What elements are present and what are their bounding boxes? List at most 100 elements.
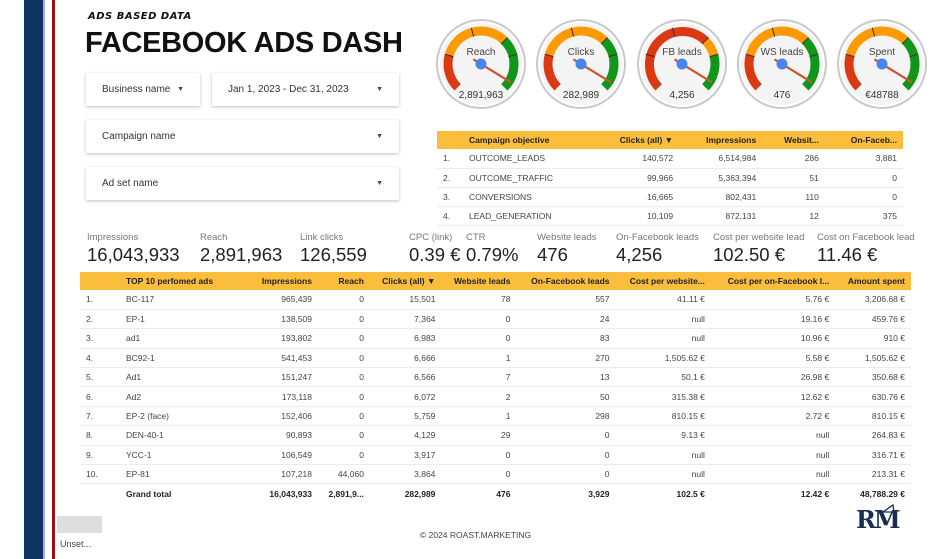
table-row[interactable]: 1. OUTCOME_LEADS 140,572 6,514,984 286 3,881	[437, 149, 903, 169]
cell-cost-per-on-facebook-lead: 2.72 €	[710, 406, 836, 427]
kpi-label: On-Facebook leads	[616, 232, 699, 243]
col-header-on-facebook-leads[interactable]: On-Facebook leads	[516, 272, 616, 290]
col-header-cost-per-website-lead[interactable]: Cost per website...	[615, 272, 711, 290]
table-row[interactable]: 2. OUTCOME_TRAFFIC 99,966 5,363,394 51 0	[437, 168, 903, 188]
gauge-clicks: 0 Clicks 282,989	[535, 18, 627, 110]
gauge-band-green	[901, 37, 920, 91]
col-header-on-facebook-leads[interactable]: On-Faceb...	[824, 131, 903, 149]
cell-index: 4.	[80, 348, 120, 369]
cell-index: 7.	[80, 406, 120, 427]
col-header-website-leads[interactable]: Website leads	[441, 272, 517, 290]
cell-on-facebook-leads: 0	[516, 425, 616, 446]
cell-website-leads: 1	[441, 348, 517, 369]
unset-control[interactable]	[57, 516, 102, 533]
top-ads-table: TOP 10 perfomed ads Impressions Reach Cl…	[80, 272, 911, 503]
megaphone-icon	[882, 503, 895, 513]
gauge-band-red	[744, 54, 763, 91]
kpi-label: Cost on Facebook lead	[817, 232, 915, 243]
cell-index: 2.	[437, 168, 463, 188]
cell-clicks: 99,966	[591, 168, 680, 188]
gauge-tick	[801, 37, 809, 45]
cell-amount-spent: 630.76 €	[835, 386, 911, 407]
table-row[interactable]: 3. CONVERSIONS 16,665 802,431 110 0	[437, 187, 903, 207]
cell-reach: 0	[317, 445, 370, 466]
cell-on-facebook-leads: 375	[824, 206, 903, 226]
campaign-name-filter[interactable]: Campaign name ▼	[86, 120, 399, 153]
cell-cost-per-on-facebook-lead: 10.96 €	[710, 328, 836, 349]
cell-website-leads: 7	[441, 367, 517, 388]
table-row[interactable]: 6. Ad2 173,118 0 6,072 2 50 315.38 €12.62 €630.…	[80, 386, 911, 407]
total-reach: 2,891,9...	[328, 488, 364, 499]
cell-on-facebook-leads: 270	[516, 348, 616, 369]
cell-website-leads: 2	[441, 386, 517, 407]
cell-impressions: 872,131	[679, 206, 763, 226]
cell-campaign-objective: OUTCOME_TRAFFIC	[463, 168, 592, 188]
cell-reach: 0	[317, 425, 370, 446]
table-header-row: TOP 10 perfomed ads Impressions Reach Cl…	[80, 272, 911, 290]
col-header-clicks[interactable]: Clicks (all) ▼	[591, 131, 680, 149]
cell-clicks: 7,364	[369, 309, 442, 330]
business-name-label: Business name	[102, 84, 171, 95]
gauge-min-label: 0	[758, 82, 761, 88]
cell-index: 9.	[80, 445, 120, 466]
ad-set-name-filter[interactable]: Ad set name ▼	[86, 167, 399, 200]
gauge-tick	[909, 53, 919, 58]
business-name-filter[interactable]: Business name ▼	[86, 73, 200, 106]
cell-on-facebook-leads: 50	[516, 386, 616, 407]
table-row[interactable]: 8. DEN-40-1 90,893 0 4,129 29 0 9.13 € null 264.8…	[80, 425, 911, 446]
cell-ad-name: Ad2	[120, 386, 250, 407]
cell-cost-per-website-lead: null	[615, 309, 711, 330]
table-row[interactable]: 2. EP-1 138,509 0 7,364 0 24 null 19.16 €459.76 …	[80, 309, 911, 330]
table-row[interactable]: 4. LEAD_GENERATION 10,109 872,131 12 375	[437, 206, 903, 226]
gauge-value: 2,891,963	[459, 90, 504, 101]
gauge-dial: 0 Spent €48788	[837, 19, 927, 109]
col-header-website-leads[interactable]: Websit...	[762, 131, 825, 149]
cell-clicks: 6,666	[369, 348, 442, 369]
cell-amount-spent: 264.83 €	[835, 425, 911, 446]
col-header-cost-per-on-facebook-lead[interactable]: Cost per on-Facebook l...	[710, 272, 836, 290]
col-header-index	[80, 272, 120, 290]
left-stripe-red	[52, 0, 55, 559]
table-row[interactable]: 10. EP-81 107,218 44,060 3,864 0 0 null null 213.…	[80, 464, 911, 485]
cell-reach: 0	[317, 290, 370, 310]
gauge-value: 476	[774, 90, 791, 101]
col-header-impressions[interactable]: Impressions	[679, 131, 763, 149]
cell-on-facebook-leads: 13	[516, 367, 616, 388]
col-header-campaign-objective[interactable]: Campaign objective	[463, 131, 592, 149]
cell-clicks: 15,501	[369, 290, 442, 310]
gauge-band-red	[543, 54, 562, 91]
gauge-dial: 0 FB leads 4,256	[637, 19, 727, 109]
kpi-value: 0.39 €	[409, 244, 461, 265]
cell-reach: 44,060	[317, 464, 370, 485]
cell-impressions: 193,802	[250, 328, 318, 349]
kpi-reach: Reach 2,891,963	[200, 232, 282, 266]
col-header-reach[interactable]: Reach	[317, 272, 370, 290]
col-header-ad-name[interactable]: TOP 10 perfomed ads	[120, 272, 250, 290]
left-stripe-light	[43, 0, 45, 559]
kpi-value: 126,559	[300, 244, 367, 265]
col-header-impressions[interactable]: Impressions	[250, 272, 318, 290]
total-impressions: 16,043,933	[269, 488, 312, 499]
table-row[interactable]: 3. ad1 193,802 0 6,983 0 83 null 10.96 €910 €	[80, 328, 911, 349]
gauge-hub	[776, 58, 788, 70]
table-row[interactable]: 7. EP-2 (face) 152,406 0 5,759 1 298 810.15 €2.…	[80, 406, 911, 427]
col-header-index	[437, 131, 463, 149]
roast-marketing-logo: RM	[856, 503, 900, 534]
gauge-dial: 0 WS leads 476	[737, 19, 827, 109]
cell-website-leads: 29	[441, 425, 517, 446]
col-header-amount-spent[interactable]: Amount spent	[835, 272, 911, 290]
gauge-min-label: 0	[457, 82, 460, 88]
col-header-clicks[interactable]: Clicks (all) ▼	[369, 272, 442, 290]
cell-clicks: 4,129	[369, 425, 442, 446]
table-row[interactable]: 9. YCC-1 106,549 0 3,917 0 0 null null 316.71 €	[80, 445, 911, 466]
date-range-picker[interactable]: Jan 1, 2023 - Dec 31, 2023 ▼	[212, 73, 399, 106]
cell-campaign-objective: OUTCOME_LEADS	[463, 149, 592, 169]
cell-cost-per-website-lead: null	[615, 445, 711, 466]
table-row[interactable]: 5. Ad1 151,247 0 6,566 7 13 50.1 €26.98 €350.68…	[80, 367, 911, 388]
gauge-hub	[575, 58, 587, 70]
table-header-row: Campaign objective Clicks (all) ▼ Impres…	[437, 131, 903, 149]
table-row[interactable]: 4. BC92-1 541,453 0 6,666 1 270 1,505.62 €5.58 …	[80, 348, 911, 369]
cell-impressions: 6,514,984	[679, 149, 763, 169]
table-row[interactable]: 1. BC-117 965,439 0 15,501 78 557 41.11 €5.76 €…	[80, 290, 911, 310]
kpi-label: Website leads	[537, 232, 597, 243]
